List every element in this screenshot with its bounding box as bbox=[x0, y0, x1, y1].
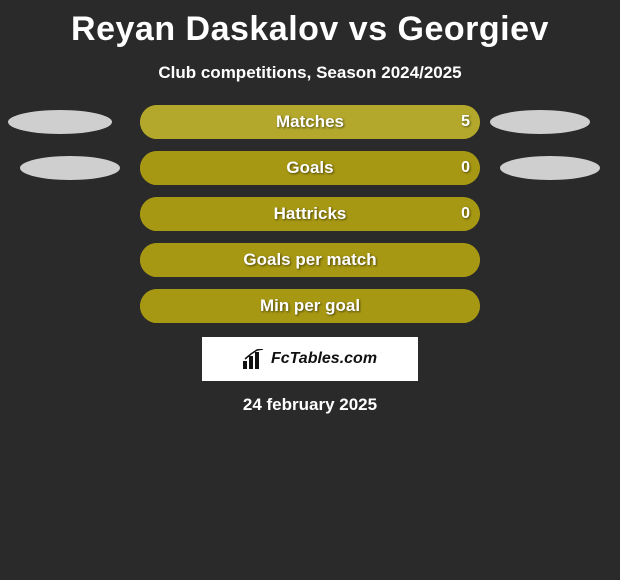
stat-bar: Goals per match bbox=[140, 243, 480, 277]
stats-list: Matches5 Goals0 Hattricks0 Goals per match M… bbox=[0, 105, 620, 323]
stat-value-right: 5 bbox=[461, 113, 470, 131]
stat-value-right: 0 bbox=[461, 205, 470, 223]
stat-row: Hattricks0 bbox=[0, 197, 620, 231]
comparison-infographic: Reyan Daskalov vs Georgiev Club competit… bbox=[0, 0, 620, 580]
stat-row: Goals0 bbox=[0, 151, 620, 185]
subtitle: Club competitions, Season 2024/2025 bbox=[0, 63, 620, 83]
stat-row: Goals per match bbox=[0, 243, 620, 277]
stat-bar: Goals0 bbox=[140, 151, 480, 185]
stat-bar-right-fill bbox=[140, 289, 480, 323]
source-badge: FcTables.com bbox=[202, 337, 418, 381]
stat-bar: Hattricks0 bbox=[140, 197, 480, 231]
stat-bar-right-fill bbox=[140, 197, 480, 231]
bar-chart-icon bbox=[243, 349, 265, 369]
stat-row: Matches5 bbox=[0, 105, 620, 139]
player-left-marker bbox=[20, 156, 120, 180]
date-text: 24 february 2025 bbox=[0, 395, 620, 415]
player-left-marker bbox=[8, 110, 112, 134]
stat-bar: Matches5 bbox=[140, 105, 480, 139]
player-right-marker bbox=[500, 156, 600, 180]
source-badge-text: FcTables.com bbox=[271, 350, 377, 368]
page-title: Reyan Daskalov vs Georgiev bbox=[0, 0, 620, 49]
stat-value-right: 0 bbox=[461, 159, 470, 177]
stat-bar-right-fill bbox=[140, 105, 480, 139]
stat-bar-right-fill bbox=[140, 243, 480, 277]
player-right-marker bbox=[490, 110, 590, 134]
stat-bar-right-fill bbox=[140, 151, 480, 185]
stat-row: Min per goal bbox=[0, 289, 620, 323]
stat-bar: Min per goal bbox=[140, 289, 480, 323]
